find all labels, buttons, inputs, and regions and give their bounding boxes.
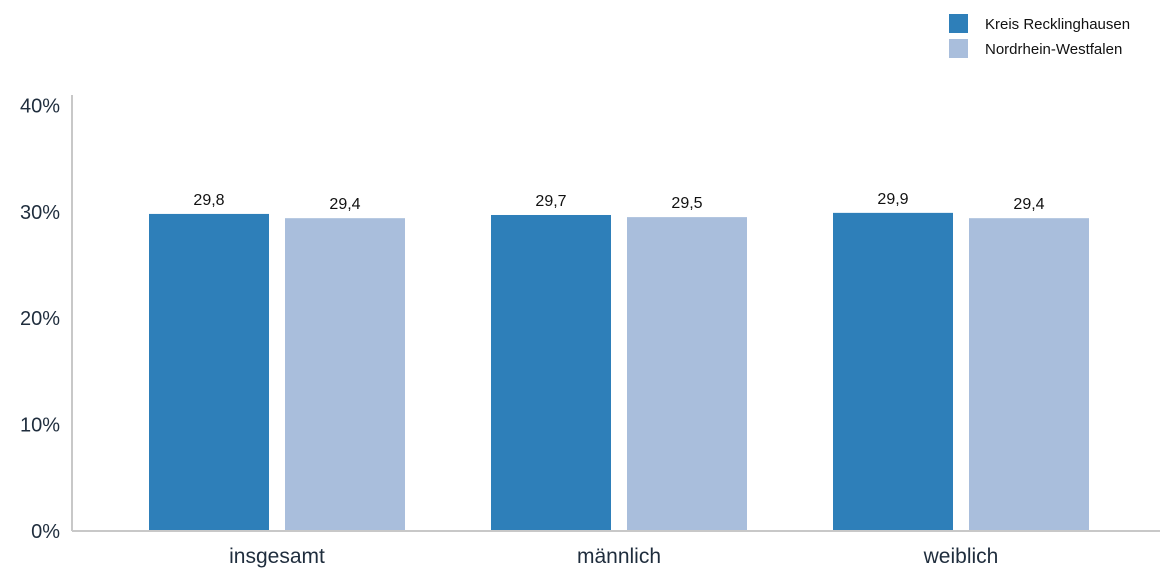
data-label: 29,7	[535, 193, 566, 210]
bar	[627, 217, 747, 531]
bar	[491, 214, 611, 531]
data-label: 29,9	[877, 191, 908, 208]
x-axis: insgesamt männlich weiblich	[72, 530, 1160, 568]
y-tick-label: 30%	[20, 202, 60, 224]
bar	[285, 218, 405, 531]
bar	[833, 212, 953, 531]
legend-label: Kreis Recklinghausen	[985, 16, 1130, 33]
data-label: 29,8	[193, 192, 224, 209]
legend-label: Nordrhein-Westfalen	[985, 41, 1122, 58]
data-label: 29,5	[671, 195, 702, 212]
category-label: männlich	[577, 545, 661, 568]
category-label: weiblich	[923, 545, 999, 568]
bars: 29,8 29,4 29,7 29,5 29,9 29,4	[149, 191, 1089, 532]
bar	[969, 218, 1089, 531]
y-axis: 0% 10% 20% 30% 40%	[20, 95, 73, 543]
y-tick-label: 10%	[20, 415, 60, 437]
legend: Kreis Recklinghausen Nordrhein-Westfalen	[949, 14, 1130, 58]
y-tick-label: 40%	[20, 95, 60, 117]
category-label: insgesamt	[229, 545, 325, 568]
data-label: 29,4	[1013, 196, 1044, 213]
y-tick-label: 20%	[20, 308, 60, 330]
bar	[149, 213, 269, 532]
legend-swatch	[949, 39, 968, 58]
legend-swatch	[949, 14, 968, 33]
y-tick-label: 0%	[31, 521, 60, 543]
data-label: 29,4	[329, 196, 360, 213]
